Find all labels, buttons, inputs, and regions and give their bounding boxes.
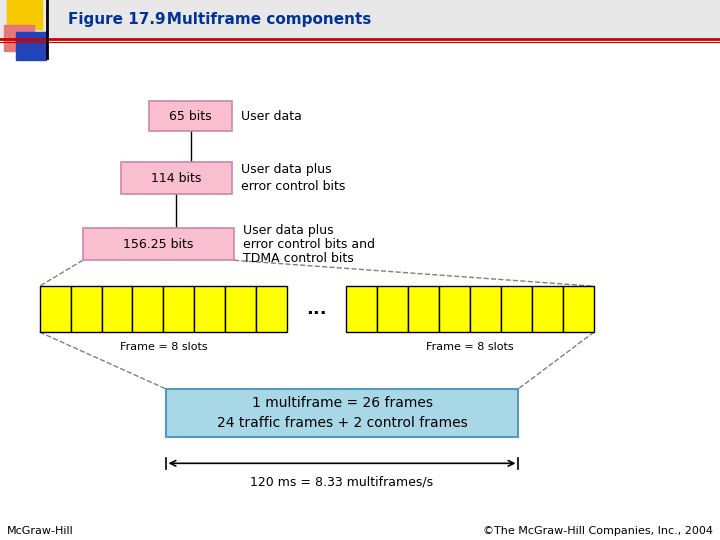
Text: McGraw-Hill: McGraw-Hill [7, 526, 74, 536]
Bar [4, 25, 34, 51]
Text: 114 bits: 114 bits [151, 172, 202, 185]
Bar [7, 0, 42, 29]
Text: 156.25 bits: 156.25 bits [123, 238, 194, 251]
Bar [256, 286, 287, 332]
Bar [563, 286, 594, 332]
Bar [166, 389, 518, 437]
Text: Frame = 8 slots: Frame = 8 slots [426, 342, 514, 352]
Text: ...: ... [306, 300, 326, 318]
Bar [83, 228, 234, 260]
Text: Figure 17.9: Figure 17.9 [68, 12, 166, 27]
Text: error control bits: error control bits [240, 180, 345, 193]
Bar [439, 286, 470, 332]
Text: User data: User data [240, 110, 302, 123]
Bar [470, 286, 501, 332]
Bar [532, 286, 563, 332]
Bar [408, 286, 439, 332]
Bar [194, 286, 225, 332]
Bar [225, 286, 256, 332]
Text: 120 ms = 8.33 multiframes/s: 120 ms = 8.33 multiframes/s [251, 475, 433, 488]
Bar [346, 286, 377, 332]
Bar [377, 286, 408, 332]
Bar [501, 286, 532, 332]
Text: ©The McGraw-Hill Companies, Inc., 2004: ©The McGraw-Hill Companies, Inc., 2004 [483, 526, 713, 536]
Text: 65 bits: 65 bits [169, 110, 212, 123]
Text: error control bits and: error control bits and [243, 238, 374, 251]
Bar [0, 0, 720, 39]
Bar [121, 162, 232, 194]
Bar [16, 32, 46, 60]
Text: Frame = 8 slots: Frame = 8 slots [120, 342, 207, 352]
Text: Multiframe components: Multiframe components [151, 12, 372, 27]
Text: TDMA control bits: TDMA control bits [243, 252, 354, 265]
Bar [102, 286, 132, 332]
Bar [40, 286, 71, 332]
Bar [163, 286, 194, 332]
Text: User data plus: User data plus [243, 224, 333, 237]
Bar [150, 101, 232, 131]
Text: 24 traffic frames + 2 control frames: 24 traffic frames + 2 control frames [217, 416, 467, 430]
Bar [71, 286, 102, 332]
Text: 1 multiframe = 26 frames: 1 multiframe = 26 frames [251, 396, 433, 410]
Bar [132, 286, 163, 332]
Text: User data plus: User data plus [240, 163, 331, 176]
